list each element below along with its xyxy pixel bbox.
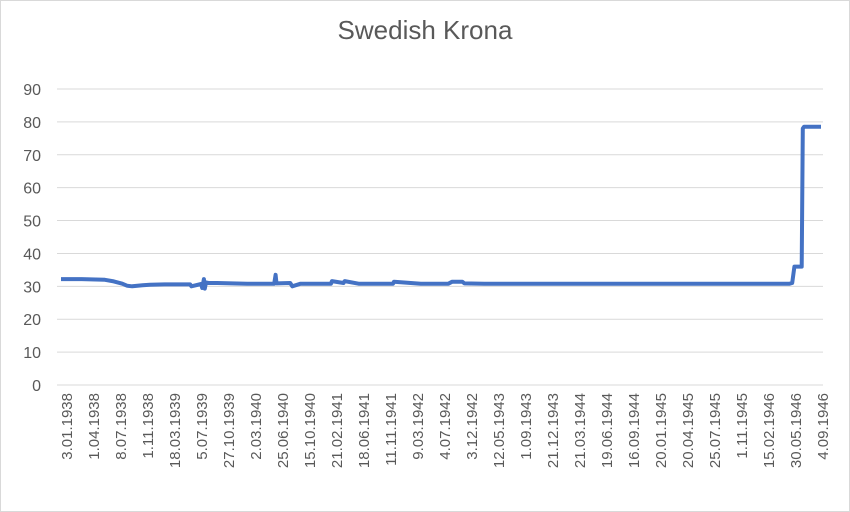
y-tick-label: 60 — [23, 181, 41, 198]
x-tick-label: 5.07.1939 — [194, 393, 211, 460]
series-line — [61, 124, 821, 291]
y-tick-label: 0 — [32, 378, 41, 395]
x-tick-label: 4.07.1942 — [437, 393, 454, 460]
x-tick-label: 4.09.1946 — [815, 393, 832, 460]
x-tick-label: 19.06.1944 — [599, 393, 616, 468]
x-tick-label: 1.04.1938 — [86, 393, 103, 460]
x-axis-tick-labels: 3.01.1938 1.04.1938 8.07.1938 1.11.1938 18.0… — [59, 393, 832, 468]
x-tick-label: 21.03.1944 — [572, 393, 589, 468]
x-tick-label: 18.06.1941 — [356, 393, 373, 468]
y-tick-label: 20 — [23, 312, 41, 329]
x-tick-label: 12.05.1943 — [491, 393, 508, 468]
x-tick-label: 20.04.1945 — [680, 393, 697, 468]
gridlines — [57, 88, 823, 386]
x-tick-label: 21.12.1943 — [545, 393, 562, 468]
y-tick-label: 30 — [23, 279, 41, 296]
y-axis-tick-labels: 0 10 20 30 40 50 60 70 80 90 — [23, 82, 41, 395]
x-tick-label: 9.03.1942 — [410, 393, 427, 460]
y-tick-label: 10 — [23, 345, 41, 362]
x-tick-label: 15.02.1946 — [761, 393, 778, 468]
x-tick-label: 21.02.1941 — [329, 393, 346, 468]
x-tick-label: 8.07.1938 — [113, 393, 130, 460]
x-tick-label: 1.11.1945 — [734, 393, 751, 459]
y-tick-label: 50 — [23, 214, 41, 231]
x-tick-label: 1.11.1938 — [140, 393, 157, 459]
x-tick-label: 11.11.1941 — [383, 393, 400, 466]
x-tick-label: 3.01.1938 — [59, 393, 76, 460]
chart-title: Swedish Krona — [337, 15, 513, 45]
series-layer — [61, 124, 821, 291]
x-tick-label: 30.05.1946 — [788, 393, 805, 468]
x-tick-label: 27.10.1939 — [221, 393, 238, 468]
x-tick-label: 16.09.1944 — [626, 393, 643, 468]
y-tick-label: 40 — [23, 246, 41, 263]
x-tick-label: 20.01.1945 — [653, 393, 670, 468]
x-tick-label: 1.09.1943 — [518, 393, 535, 460]
x-tick-label: 15.10.1940 — [302, 393, 319, 468]
x-tick-label: 3.12.1942 — [464, 393, 481, 460]
x-tick-label: 25.06.1940 — [275, 393, 292, 468]
x-tick-label: 18.03.1939 — [167, 393, 184, 468]
y-tick-label: 80 — [23, 115, 41, 132]
x-tick-label: 25.07.1945 — [707, 393, 724, 468]
x-tick-label: 2.03.1940 — [248, 393, 265, 460]
y-tick-label: 90 — [23, 82, 41, 99]
y-tick-label: 70 — [23, 148, 41, 165]
